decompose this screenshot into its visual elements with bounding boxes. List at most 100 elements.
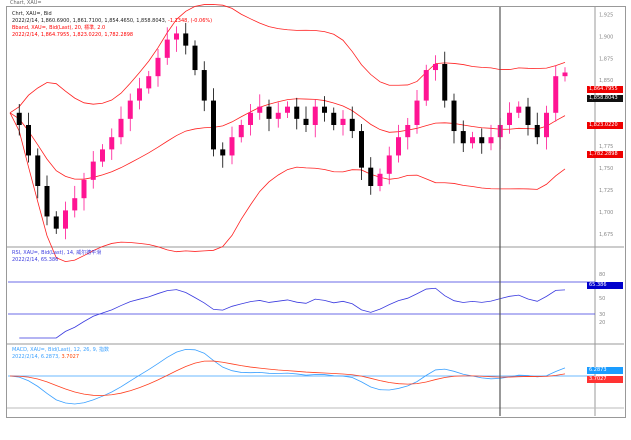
candle-body — [331, 112, 337, 125]
candle-body — [488, 137, 494, 144]
candle-body — [211, 100, 216, 150]
candle-body — [451, 100, 457, 132]
candle-body — [229, 137, 235, 156]
candle-body — [396, 137, 401, 156]
macd-legend-values: 2022/2/14, 6.2873, 3.7027 — [12, 354, 79, 361]
candle-body — [155, 57, 161, 77]
candle-body — [248, 112, 253, 125]
candle-body — [433, 63, 438, 71]
candle-body — [146, 76, 152, 89]
candle-body — [553, 76, 559, 113]
price-tick-label: 1,900 — [599, 34, 613, 40]
ohlc-legend: 2022/2/14, 1,860.6900, 1,861.7100, 1,854… — [12, 18, 212, 25]
candle-body — [516, 106, 522, 113]
candle-body — [386, 155, 392, 174]
candle-body — [544, 112, 549, 138]
candle-body — [349, 118, 355, 132]
candle-body — [26, 124, 31, 156]
candle-body — [164, 39, 170, 58]
signal-line — [9, 360, 566, 396]
bband-lower-line — [9, 112, 566, 263]
candle-body — [359, 131, 364, 168]
candle-body — [137, 88, 142, 101]
price-tick-label: 1,725 — [599, 188, 613, 194]
candle-body — [275, 112, 281, 119]
bband-upper-line — [9, 4, 566, 114]
candle-body — [192, 45, 198, 71]
candle-body — [53, 216, 59, 229]
candle-body — [470, 137, 475, 144]
candle-body — [285, 106, 290, 113]
rsi-tick-label: 50 — [599, 296, 605, 302]
candle-body — [72, 198, 78, 211]
candle-body — [118, 118, 124, 138]
candle-body — [90, 161, 96, 180]
rsi-legend-values: 2022/2/14, 65.386 — [12, 257, 59, 263]
candle-body — [220, 149, 226, 156]
candle-body — [127, 100, 133, 119]
price-tick-label: 1,850 — [599, 78, 613, 84]
price-tick-label: 1,925 — [599, 12, 613, 18]
candle-body — [405, 124, 411, 138]
macd-value: 2022/2/14, 6.2873, — [12, 354, 60, 360]
price-tick-label: 1,675 — [599, 232, 613, 238]
candle-body — [266, 106, 272, 119]
candle-body — [534, 124, 540, 138]
candle-body — [257, 106, 263, 113]
candle-body — [460, 131, 466, 144]
candle-body — [368, 167, 374, 186]
candle-body — [100, 149, 105, 162]
candle-body — [201, 70, 207, 101]
candle-body — [479, 137, 485, 144]
bband-legend-values: 2022/2/14, 1,864.7955, 1,823.0220, 1,782… — [12, 32, 134, 38]
window-title: Chart, XAU= — [10, 0, 42, 6]
candle-body — [340, 118, 346, 125]
candle-body — [63, 210, 68, 229]
candle-body — [377, 173, 383, 186]
change-value: -1.1348, (-0.06%) — [168, 18, 213, 24]
candle-body — [442, 63, 448, 101]
candle-body — [525, 106, 531, 125]
candle-body — [562, 72, 568, 77]
candle-body — [322, 106, 327, 113]
rsi-legend-title: RSI, XAU=, Bid(Last), 14, 威尔德平滑 — [12, 250, 102, 256]
candle-body — [35, 155, 41, 186]
bb-lower-price-label: 1,782.2898 — [587, 151, 623, 158]
price-tick-label: 1,875 — [599, 56, 613, 62]
candle-body — [174, 33, 179, 40]
bb-mid-price-label: 1,823.0220 — [587, 122, 623, 129]
candle-body — [81, 179, 87, 199]
price-tick-label: 1,750 — [599, 166, 613, 172]
price-tick-label: 1,700 — [599, 210, 613, 216]
candle-body — [238, 124, 244, 138]
rsi-tick-label: 80 — [599, 272, 605, 278]
bband-legend-title: Bband, XAU=, Bid(Last), 20, 標準, 2.0 — [12, 25, 106, 31]
candle-body — [507, 112, 512, 125]
main-legend-title: Chrt, XAU=, Bid — [12, 11, 52, 17]
ohlc-values: 2022/2/14, 1,860.6900, 1,861.7100, 1,854… — [12, 18, 167, 24]
bband-middle-line — [9, 98, 566, 180]
last-price-label: 1,858.8043 — [587, 95, 623, 102]
candle-body — [183, 33, 189, 46]
rsi-tick-label: 30 — [599, 312, 605, 318]
candle-body — [294, 106, 300, 119]
rsi-line — [19, 287, 566, 339]
macd-legend-title: MACD, XAU=, Bid(Last), 12, 26, 9, 指数 — [12, 347, 109, 353]
price-tick-label: 1,775 — [599, 144, 613, 150]
rsi-value-label: 65.386 — [587, 282, 623, 289]
rsi-tick-label: 20 — [599, 320, 605, 326]
bb-upper-price-label: 1,864.7955 — [587, 86, 623, 93]
signal-value: 3.7027 — [61, 354, 80, 360]
candle-body — [109, 137, 115, 150]
candle-body — [312, 106, 318, 125]
macd-value-label: 6.2873 — [587, 367, 623, 374]
candle-body — [423, 70, 429, 101]
candle-body — [16, 112, 22, 125]
macd-line — [9, 348, 566, 405]
candle-body — [44, 185, 50, 217]
candle-body — [414, 100, 420, 125]
candle-body — [303, 118, 309, 125]
chart-frame — [6, 6, 626, 418]
